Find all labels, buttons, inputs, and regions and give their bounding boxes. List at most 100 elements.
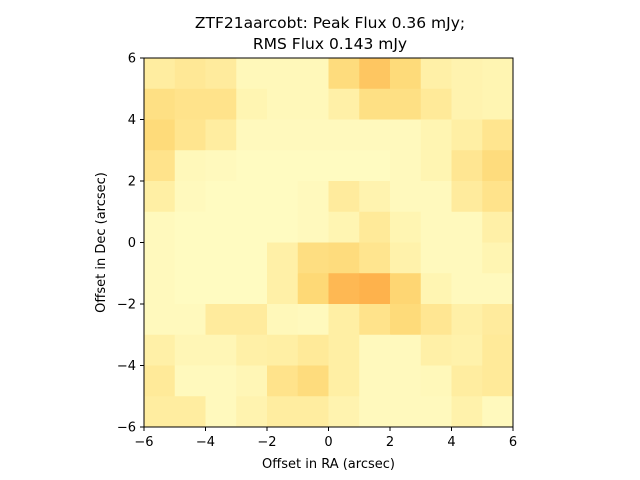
heatmap-cell — [267, 242, 299, 274]
heatmap-cell — [267, 211, 299, 243]
heatmap-cell — [451, 242, 483, 274]
heatmap-cell — [482, 396, 514, 428]
x-tick-label: −2 — [257, 435, 276, 450]
heatmap-cell — [482, 365, 514, 397]
heatmap-cell — [482, 334, 514, 366]
heatmap-cell — [420, 365, 452, 397]
heatmap-cell — [267, 58, 299, 90]
heatmap-cell — [205, 88, 237, 120]
heatmap-cell — [144, 365, 176, 397]
x-tick-label: 4 — [447, 435, 455, 450]
heatmap-cell — [144, 396, 176, 428]
heatmap-cell — [174, 304, 206, 336]
heatmap-cell — [451, 304, 483, 336]
heatmap-cell — [420, 119, 452, 151]
heatmap-cell — [297, 334, 329, 366]
heatmap-cell — [236, 396, 268, 428]
heatmap-cell — [482, 150, 514, 182]
heatmap-cell — [236, 365, 268, 397]
heatmap-cell — [144, 88, 176, 120]
heatmap-cell — [328, 181, 360, 213]
heatmap-cell — [267, 334, 299, 366]
heatmap-cell — [451, 365, 483, 397]
heatmap-cell — [359, 273, 391, 305]
heatmap-cell — [174, 334, 206, 366]
heatmap-cell — [451, 211, 483, 243]
heatmap-cell — [205, 334, 237, 366]
heatmap-cell — [482, 181, 514, 213]
heatmap-cell — [451, 119, 483, 151]
heatmap-cell — [390, 396, 422, 428]
x-axis-label: Offset in RA (arcsec) — [262, 457, 395, 472]
x-axis-ticks: −6 −4 −2 0 2 4 6 — [134, 427, 517, 450]
heatmap-cell — [144, 181, 176, 213]
heatmap-cell — [390, 334, 422, 366]
heatmap-cell — [420, 304, 452, 336]
x-tick-label: 0 — [324, 435, 332, 450]
heatmap-cell — [205, 119, 237, 151]
heatmap-cell — [390, 181, 422, 213]
heatmap-cell — [236, 150, 268, 182]
heatmap-cell — [482, 211, 514, 243]
y-tick-label: 4 — [128, 113, 136, 128]
heatmap-cell — [328, 58, 360, 90]
heatmap-cell — [420, 242, 452, 274]
heatmap-cell — [390, 88, 422, 120]
heatmap-cell — [482, 119, 514, 151]
heatmap-cell — [236, 181, 268, 213]
heatmap-cell — [451, 273, 483, 305]
heatmap-cell — [359, 365, 391, 397]
heatmap-cell — [359, 242, 391, 274]
heatmap-cell — [236, 211, 268, 243]
y-tick-label: 6 — [128, 52, 136, 67]
heatmap-cell — [297, 396, 329, 428]
heatmap-cell — [482, 58, 514, 90]
heatmap-cell — [359, 396, 391, 428]
heatmap-cell — [451, 150, 483, 182]
heatmap-cell — [205, 58, 237, 90]
y-axis-label: Offset in Dec (arcsec) — [94, 172, 109, 313]
heatmap-cell — [420, 150, 452, 182]
heatmap-cell — [420, 181, 452, 213]
heatmap-cell — [236, 273, 268, 305]
x-tick-label: −6 — [134, 435, 153, 450]
heatmap-cell — [482, 273, 514, 305]
heatmap-cell — [205, 181, 237, 213]
heatmap-cell — [297, 242, 329, 274]
heatmap-cell — [328, 88, 360, 120]
heatmap-cell — [174, 58, 206, 90]
x-tick-label: 6 — [509, 435, 517, 450]
heatmap-cell — [297, 365, 329, 397]
chart-title-line-2: RMS Flux 0.143 mJy — [253, 35, 407, 53]
heatmap-cell — [420, 88, 452, 120]
heatmap-cell — [205, 365, 237, 397]
heatmap-cell — [420, 396, 452, 428]
heatmap-cell — [144, 242, 176, 274]
heatmap-cell — [297, 304, 329, 336]
heatmap-cell — [390, 273, 422, 305]
heatmap-cell — [359, 334, 391, 366]
heatmap-cell — [359, 150, 391, 182]
heatmap-cell — [174, 181, 206, 213]
heatmap-cell — [267, 273, 299, 305]
heatmap-cell — [174, 88, 206, 120]
heatmap-cell — [236, 334, 268, 366]
heatmap-cell — [328, 365, 360, 397]
heatmap-cell — [144, 211, 176, 243]
heatmap-cell — [359, 211, 391, 243]
heatmap-cell — [451, 181, 483, 213]
x-tick-label: −4 — [196, 435, 215, 450]
heatmap-cell — [236, 304, 268, 336]
heatmap-cell — [297, 181, 329, 213]
heatmap-cell — [328, 396, 360, 428]
heatmap-cells — [144, 58, 514, 428]
heatmap-cell — [267, 304, 299, 336]
heatmap-cell — [205, 273, 237, 305]
heatmap-cell — [482, 242, 514, 274]
heatmap-cell — [297, 150, 329, 182]
y-axis-ticks: −6 −4 −2 0 2 4 6 — [117, 52, 144, 436]
heatmap-cell — [205, 242, 237, 274]
chart-title-line-1: ZTF21aarcobt: Peak Flux 0.36 mJy; — [195, 14, 465, 32]
heatmap-cell — [390, 304, 422, 336]
